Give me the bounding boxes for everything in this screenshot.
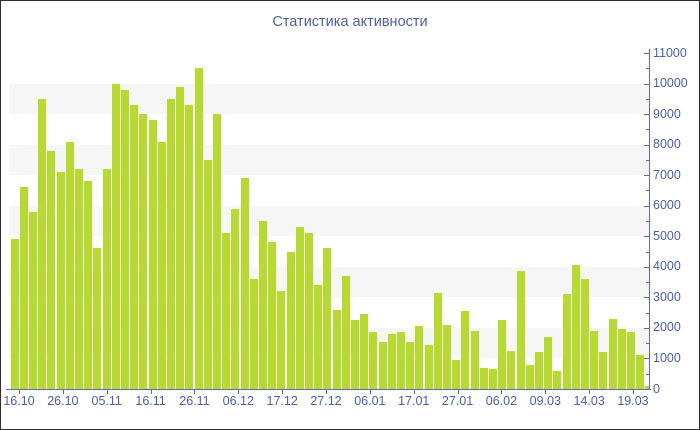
bar <box>378 342 387 389</box>
bar <box>65 142 74 389</box>
bar <box>571 265 580 389</box>
bar <box>286 252 295 389</box>
y-axis <box>649 49 650 390</box>
bar <box>56 172 65 389</box>
y-tick-label: 11000 <box>653 45 687 60</box>
bar <box>341 276 350 389</box>
bar <box>562 294 571 389</box>
bar <box>212 114 221 389</box>
bar <box>442 325 451 389</box>
bar <box>185 105 194 389</box>
bar <box>350 320 359 389</box>
bar <box>580 279 589 389</box>
bar <box>525 365 534 389</box>
background-stripe <box>9 83 649 115</box>
bar <box>19 187 28 389</box>
bar <box>93 248 102 389</box>
bar <box>258 221 267 389</box>
bar <box>332 310 341 389</box>
bar <box>387 334 396 389</box>
bar <box>157 142 166 389</box>
bar <box>166 99 175 389</box>
bar <box>415 326 424 389</box>
bar <box>139 114 148 389</box>
bar <box>203 160 212 389</box>
bar <box>608 319 617 389</box>
bar <box>38 99 47 389</box>
bar <box>369 332 378 389</box>
bar <box>74 169 83 389</box>
y-tick-label: 6000 <box>653 198 681 213</box>
bar <box>406 342 415 389</box>
bar <box>130 105 139 389</box>
y-tick-label: 7000 <box>653 167 681 182</box>
y-tick-label: 8000 <box>653 137 681 152</box>
bar <box>176 87 185 389</box>
bar <box>590 331 599 389</box>
bar <box>102 169 111 389</box>
bar <box>452 360 461 389</box>
bar <box>553 371 562 389</box>
bar <box>516 271 525 389</box>
bar <box>314 285 323 389</box>
bar <box>544 337 553 389</box>
bar <box>534 352 543 389</box>
bar <box>295 227 304 389</box>
bar <box>360 314 369 389</box>
bar <box>120 90 129 389</box>
y-tick-label: 5000 <box>653 228 681 243</box>
y-tick-label: 9000 <box>653 106 681 121</box>
y-tick-label: 4000 <box>653 259 681 274</box>
y-tick-label: 1000 <box>653 350 681 365</box>
bar <box>645 386 649 389</box>
y-tick-label: 2000 <box>653 320 681 335</box>
bar <box>507 351 516 389</box>
bar <box>28 212 37 389</box>
bar <box>479 368 488 389</box>
y-tick-label: 3000 <box>653 289 681 304</box>
bar <box>240 178 249 389</box>
bar <box>249 279 258 389</box>
bar <box>277 291 286 389</box>
bar <box>636 355 645 389</box>
bar <box>323 248 332 389</box>
bar <box>111 84 120 389</box>
y-tick-label: 10000 <box>653 76 688 91</box>
bar <box>148 120 157 389</box>
bar <box>396 332 405 389</box>
y-tick-label: 0 <box>653 381 660 396</box>
bar <box>268 242 277 389</box>
bar <box>626 332 635 389</box>
bar <box>488 369 497 389</box>
bar <box>10 239 19 389</box>
bar <box>194 68 203 389</box>
bar <box>231 209 240 389</box>
bar <box>470 331 479 389</box>
chart-title: Статистика активности <box>272 14 428 30</box>
plot-area <box>1 1 649 429</box>
bar <box>461 311 470 389</box>
bar <box>433 293 442 389</box>
bar <box>222 233 231 389</box>
bar <box>599 352 608 389</box>
bar <box>47 151 56 389</box>
bar <box>84 181 93 389</box>
bar <box>424 345 433 389</box>
bar <box>304 233 313 389</box>
bar <box>498 320 507 389</box>
bar <box>617 329 626 389</box>
